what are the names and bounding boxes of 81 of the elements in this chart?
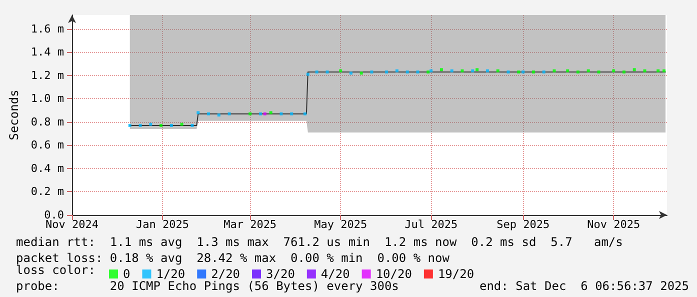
legend-label: 3/20 xyxy=(266,267,295,281)
point xyxy=(416,70,420,74)
point xyxy=(207,112,210,116)
point xyxy=(506,70,510,74)
point xyxy=(576,70,580,74)
point xyxy=(486,69,489,72)
text: packet loss: 0.18 % avg 28.42 % max 0.00 % min 0.00 % now xyxy=(16,251,450,265)
legend-label: 1/20 xyxy=(156,267,186,281)
x-tick-label: Jul 2025 xyxy=(404,218,458,231)
point xyxy=(269,111,272,114)
y-tick-label: 0.6 m xyxy=(30,138,64,152)
point xyxy=(217,114,220,116)
point xyxy=(496,69,500,72)
point xyxy=(290,112,294,116)
y-tick-label: 1.4 m xyxy=(30,46,64,59)
legend-label: 10/20 xyxy=(376,267,412,281)
point xyxy=(656,69,660,72)
x-tick-label: Jan 2025 xyxy=(136,218,190,231)
point xyxy=(303,112,306,116)
point xyxy=(430,69,433,72)
point xyxy=(552,69,556,72)
point xyxy=(440,68,443,72)
point xyxy=(612,69,616,72)
point xyxy=(339,69,342,72)
text: probe: 20 ICMP Echo Pings (56 Bytes) every 300s xyxy=(16,279,399,293)
point xyxy=(426,70,430,74)
point xyxy=(180,122,184,126)
point xyxy=(280,112,283,116)
point xyxy=(370,70,374,74)
point xyxy=(326,70,329,74)
x-tick-label: Sep 2025 xyxy=(496,218,550,231)
legend-label: 4/20 xyxy=(320,267,350,281)
x-tick-label: Mar 2025 xyxy=(224,218,277,231)
point xyxy=(263,112,266,116)
point xyxy=(248,112,252,116)
point xyxy=(306,72,310,76)
point xyxy=(662,69,666,72)
point xyxy=(196,111,200,114)
x-tick-label: Nov 2025 xyxy=(587,218,640,231)
point xyxy=(360,72,363,75)
point xyxy=(160,124,163,127)
point xyxy=(517,70,520,74)
point xyxy=(566,69,570,72)
point xyxy=(395,69,398,72)
point xyxy=(138,124,142,127)
point xyxy=(349,72,352,75)
point xyxy=(532,70,535,74)
point xyxy=(522,70,525,74)
point xyxy=(128,124,132,127)
y-tick-label: 0.4 m xyxy=(30,162,64,175)
text: end: Sat Dec 6 06:56:37 2025 xyxy=(479,279,689,293)
point xyxy=(597,70,600,74)
y-axis-title: Seconds xyxy=(7,90,21,140)
point xyxy=(406,70,409,74)
y-tick-label: 0.2 m xyxy=(30,185,64,198)
point xyxy=(149,122,152,126)
point xyxy=(622,70,626,74)
point xyxy=(542,70,546,74)
point xyxy=(471,69,474,72)
text: median rtt: 1.1 ms avg 1.3 ms max 761.2 us min 1.2 ms now 0.2 ms sd 5.7 am/s xyxy=(16,235,623,249)
x-tick-label: May 2025 xyxy=(314,218,368,231)
point xyxy=(632,68,636,72)
point xyxy=(643,69,646,72)
legend-title: loss color: xyxy=(16,263,96,277)
legend-label: 19/20 xyxy=(438,267,474,281)
point xyxy=(586,69,590,72)
y-tick-label: 1.6 m xyxy=(30,22,64,36)
point xyxy=(258,112,262,116)
point xyxy=(190,124,194,127)
point xyxy=(170,124,173,127)
point xyxy=(460,69,464,72)
point xyxy=(450,69,454,72)
legend-label: 0 xyxy=(123,267,130,281)
y-tick-label: 1.0 m xyxy=(30,92,64,106)
point xyxy=(476,68,479,72)
point xyxy=(315,70,318,74)
point xyxy=(228,112,231,116)
y-tick-label: 1.2 m xyxy=(30,68,64,82)
y-tick-label: 0.8 m xyxy=(30,115,64,128)
point xyxy=(385,70,388,74)
legend-label: 2/20 xyxy=(211,267,240,281)
